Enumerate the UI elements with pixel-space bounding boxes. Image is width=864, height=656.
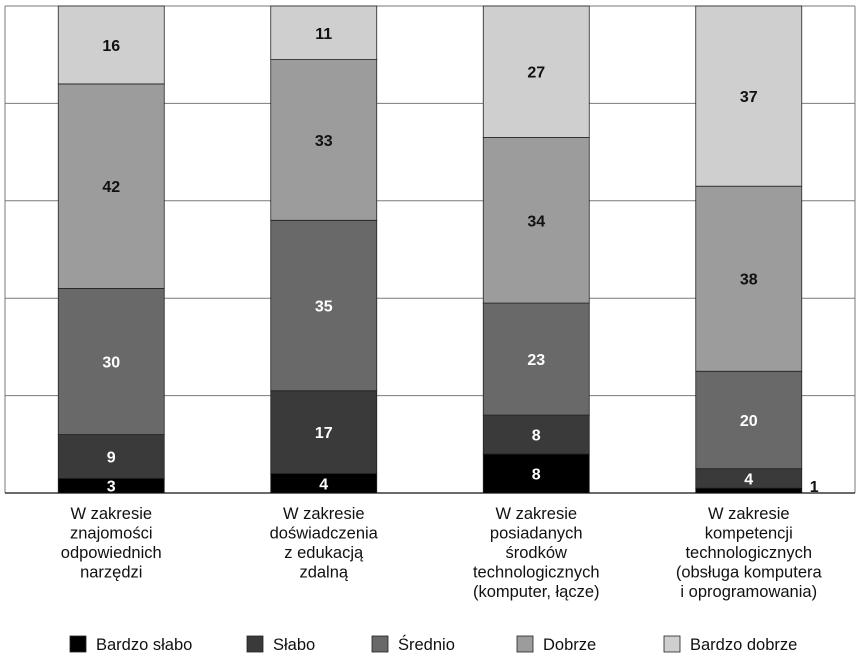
bar-segment — [695, 185, 803, 372]
bar-segment — [57, 5, 165, 85]
data-label: 27 — [527, 65, 545, 82]
data-label: 38 — [740, 272, 758, 289]
x-tick-label: W zakresie doświadczenia z edukacją zdalną — [270, 505, 379, 582]
x-tick-label: W zakresie posiadanych środków technologicz… — [473, 505, 600, 601]
data-label: 17 — [315, 425, 333, 442]
category-labels: W zakresie znajomości odpowiednich narzędzi… — [61, 505, 823, 601]
bar-segment — [57, 434, 165, 479]
data-label: 42 — [102, 179, 120, 196]
x-tick-label: W zakresie kompetencji technologicznych (ob… — [676, 505, 823, 601]
bar-segment — [695, 487, 803, 494]
data-label: 35 — [315, 299, 333, 316]
bar-segment — [695, 5, 803, 187]
legend-swatch — [69, 635, 87, 653]
data-label: 33 — [315, 133, 333, 150]
value-labels: 3 9 30 42 16 4 17 35 33 11 8 8 23 34 27 1 4 20 38 37 — [102, 26, 818, 496]
legend-swatch — [371, 635, 389, 653]
legend-label: Bardzo dobrze — [690, 636, 797, 654]
bar-segment — [57, 83, 165, 289]
legend-label: Dobrze — [543, 636, 596, 654]
data-label: 8 — [532, 428, 541, 445]
data-label: 20 — [740, 413, 758, 430]
data-label: 11 — [315, 26, 332, 43]
x-tick-label: W zakresie znajomości odpowiednich narzędzi — [61, 505, 162, 582]
data-label: 1 — [810, 479, 819, 496]
data-label: 23 — [527, 352, 545, 369]
bar-segment — [270, 390, 378, 474]
data-label: 30 — [102, 355, 120, 372]
bar-segment — [270, 219, 378, 392]
data-label: 37 — [740, 89, 758, 106]
data-label: 4 — [319, 476, 328, 493]
data-label: 34 — [527, 213, 545, 230]
data-label: 16 — [102, 38, 120, 55]
data-label: 9 — [107, 449, 116, 466]
bar-segment — [270, 59, 378, 221]
bar-segment — [270, 5, 378, 60]
legend-label: Słabo — [273, 636, 315, 654]
bar-segment — [482, 453, 590, 494]
legend-label: Bardzo słabo — [96, 636, 192, 654]
bar-segment — [482, 302, 590, 416]
bar-segment — [482, 414, 590, 455]
bar-segment — [482, 5, 590, 138]
data-label: 3 — [107, 479, 116, 496]
bar-segment — [482, 137, 590, 304]
bar-segment — [57, 288, 165, 435]
legend-label: Średnio — [398, 635, 455, 654]
legend-swatch — [516, 635, 534, 653]
legend-swatch — [246, 635, 264, 653]
legend-swatch — [663, 635, 681, 653]
legend: Bardzo słabo Słabo Średnio Dobrze Bardzo dob… — [69, 635, 797, 654]
bar-segment — [695, 370, 803, 470]
data-label: 8 — [532, 467, 541, 484]
bars — [57, 5, 803, 494]
data-label: 4 — [744, 471, 753, 488]
